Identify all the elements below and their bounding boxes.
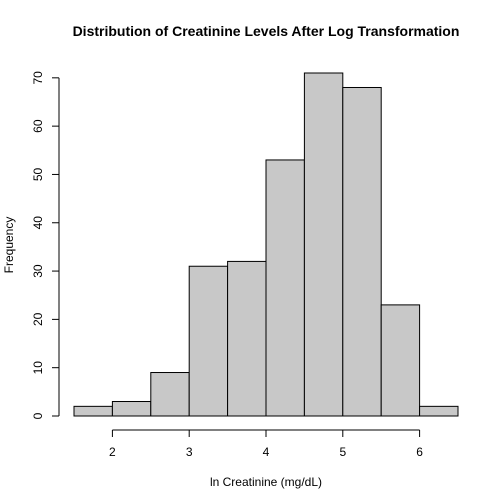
x-axis-label: ln Creatinine (mg/dL) <box>210 475 322 489</box>
x-tick-label: 6 <box>416 445 423 459</box>
x-tick-label: 3 <box>186 445 193 459</box>
y-tick-label: 60 <box>31 119 45 133</box>
histogram-bar <box>419 405 459 417</box>
x-tick-label: 5 <box>339 445 346 459</box>
x-axis: 2 3 4 5 6 <box>109 429 423 459</box>
y-tick-label: 20 <box>31 312 45 326</box>
histogram-bar <box>265 159 305 417</box>
histogram-bar <box>303 72 344 417</box>
y-tick-label: 10 <box>31 361 45 375</box>
y-tick-label: 30 <box>31 264 45 278</box>
y-tick-label: 40 <box>31 216 45 230</box>
x-tick-label: 4 <box>263 445 270 459</box>
y-tick-label: 0 <box>31 412 45 419</box>
y-axis: 0 10 20 30 40 50 60 70 <box>31 71 60 419</box>
histogram-bar <box>73 405 113 417</box>
y-axis-label: Frequency <box>2 217 16 274</box>
histogram-bar <box>380 304 421 417</box>
histogram-bar <box>111 401 152 417</box>
histogram-bar <box>227 260 267 417</box>
x-tick-label: 2 <box>109 445 116 459</box>
chart-title: Distribution of Creatinine Levels After … <box>73 23 460 39</box>
histogram-bars <box>73 72 459 417</box>
y-tick-label: 70 <box>31 71 45 85</box>
y-tick-label: 50 <box>31 167 45 181</box>
histogram-bar <box>150 372 190 417</box>
histogram-bar <box>342 86 382 417</box>
histogram-bar <box>188 265 229 417</box>
